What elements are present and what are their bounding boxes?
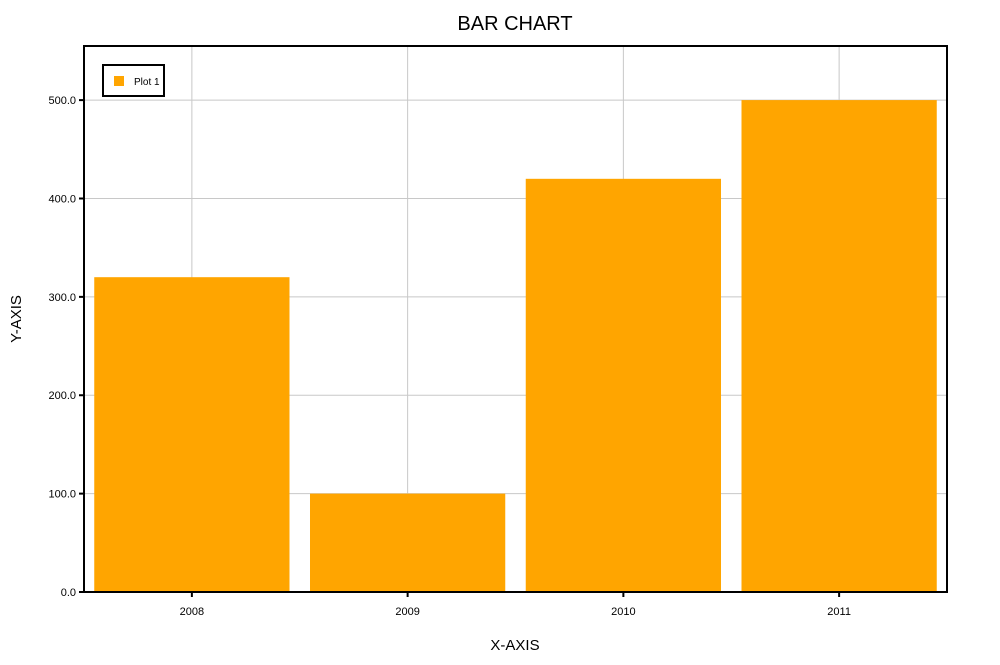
legend-swatch (114, 76, 124, 86)
x-tick-label: 2009 (395, 606, 419, 618)
bar-2010 (525, 178, 722, 593)
x-tick-label: 2011 (827, 606, 851, 618)
legend-box (102, 64, 165, 97)
y-tick-label: 300.0 (48, 292, 76, 304)
bar-2011 (741, 100, 937, 593)
chart-title: BAR CHART (457, 13, 572, 35)
legend-label: Plot 1 (134, 77, 160, 88)
plot-frame (83, 45, 948, 593)
legend: Plot 1 (102, 64, 165, 97)
x-tick-label: 2008 (180, 606, 204, 618)
y-tick-label: 100.0 (48, 489, 76, 501)
y-axis-label: Y-AXIS (8, 295, 25, 343)
y-tick-label: 0.0 (61, 587, 76, 599)
bar-2009 (309, 493, 506, 592)
bar-2008 (94, 277, 290, 592)
y-tick-label: 200.0 (48, 390, 76, 402)
bars (94, 100, 937, 593)
y-tick-label: 500.0 (48, 95, 76, 107)
axis-ticks: 0.0 100.0 200.0 300.0 400.0 500.0 2008 2009 2010… (48, 95, 850, 618)
x-axis-label: X-AXIS (490, 637, 539, 654)
x-tick-label: 2010 (611, 606, 635, 618)
y-tick-label: 400.0 (48, 193, 76, 205)
